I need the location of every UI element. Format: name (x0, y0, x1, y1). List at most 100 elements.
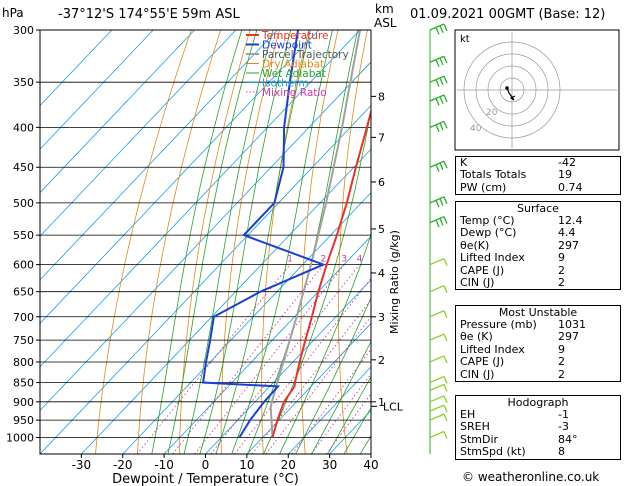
wet-adiabat-line (231, 30, 333, 454)
legend-label: Wet Adiabat (262, 68, 326, 80)
wind-barb (429, 430, 448, 439)
wind-barb-flag (443, 395, 448, 404)
km-tick-label: 6 (378, 176, 385, 189)
mixing-ratio-label: 15 (430, 255, 441, 265)
hodograph-ring-label: 20 (486, 108, 498, 118)
hodograph-unit-label: kt (460, 34, 470, 45)
p-tick-label: 650 (13, 286, 34, 299)
wind-barb (429, 404, 448, 413)
hodograph-storm-marker (505, 86, 509, 90)
station-label: -37°12'S 174°55'E 59m ASL (58, 7, 240, 22)
wind-barb-staff (429, 355, 445, 363)
wind-barb-flag (443, 404, 448, 413)
p-tick-label: 800 (13, 356, 34, 369)
mixing-ratio-line (251, 298, 371, 454)
wind-barb-staff (429, 413, 445, 421)
wind-barb-staff (429, 333, 445, 341)
wind-barb-flag (443, 94, 448, 103)
wet-adiabat-line (279, 233, 371, 454)
mixing-ratio-line (291, 348, 371, 454)
temperature-line (271, 107, 371, 438)
wind-barb-staff (429, 430, 445, 439)
most-unstable-row: CAPE (J) 2 (460, 355, 565, 369)
wind-barb-flag (439, 96, 444, 104)
surface-row: CIN (J) 2 (460, 275, 565, 289)
wind-barb-flag (435, 27, 440, 35)
wind-barb-staff (429, 94, 445, 102)
most-unstable-table: Most Unstable Pressure (mb) 1031 θe (K) 29… (455, 305, 621, 382)
wind-barb-flag (443, 413, 448, 422)
right-unit-top: km (375, 2, 394, 16)
wind-barb-flag (435, 98, 440, 106)
hodograph-title: Hodograph (507, 396, 569, 409)
wind-barb (429, 94, 448, 106)
wind-barb (429, 23, 448, 35)
wind-barb-flag (443, 121, 448, 129)
wind-barb-flag (443, 23, 448, 32)
wet-adiabat-line (263, 109, 371, 454)
index-row-k: K -42 (460, 156, 576, 169)
wind-barb (429, 375, 448, 384)
dry-adiabat-line (300, 30, 339, 454)
index-row-totals: Totals Totals 19 (460, 168, 572, 182)
wet-adiabat-line (183, 30, 274, 454)
mixing-ratio-label: 2 (321, 255, 327, 265)
wind-barb-flag (443, 160, 448, 169)
p-tick-label: 450 (13, 161, 34, 174)
x-tick-label: -10 (154, 458, 174, 472)
dry-adiabat-line (220, 30, 280, 454)
isotherm-line (205, 279, 371, 454)
wind-barb-flag (439, 198, 444, 206)
hodograph-trace (506, 87, 516, 101)
dry-adiabat-line (95, 30, 192, 454)
hodograph-row: SREH -3 (460, 420, 569, 434)
wind-barb (429, 55, 448, 67)
surface-row: CAPE (J) 2 (460, 263, 565, 277)
surface-row: Dewp (°C) 4.4 (460, 226, 576, 240)
wind-barb-staff (429, 395, 445, 403)
p-tick-label: 500 (13, 197, 34, 210)
wind-barb-flag (443, 384, 448, 392)
wet-adiabat-line (295, 297, 371, 454)
wind-barb (429, 75, 448, 87)
x-tick-label: 10 (239, 458, 254, 472)
surface-title: Surface (517, 202, 559, 215)
wind-barb-flag (443, 431, 448, 439)
most-unstable-row: Lifted Index 9 (460, 342, 565, 356)
wind-barb (429, 413, 448, 422)
wind-barb-flag (439, 77, 444, 86)
isotherm-line (40, 30, 237, 237)
axes: 3003504004505005506006507007508008509009… (6, 24, 404, 486)
surface-row: θe(K) 297 (460, 238, 579, 252)
most-unstable-row: CIN (J) 2 (460, 367, 565, 381)
legend-label: Isotherm (262, 78, 309, 90)
mixing-ratio-label: 10 (405, 255, 417, 265)
isotherm-line (40, 30, 278, 281)
wind-barb-staff (429, 196, 445, 204)
mixing-ratio-line (194, 264, 345, 454)
p-tick-label: 750 (13, 334, 34, 347)
wet-adiabat-line (311, 340, 371, 454)
isotherm-line (40, 30, 154, 150)
wind-barb (429, 160, 448, 172)
profiles (201, 30, 371, 439)
km-tick-label: 4 (378, 267, 385, 280)
left-unit-label: hPa (2, 6, 24, 20)
isotherm-line (288, 366, 371, 454)
most-unstable-title: Most Unstable (498, 306, 578, 319)
index-row-pw: PW (cm) 0.74 (460, 180, 583, 194)
lcl-label: LCL (383, 400, 404, 413)
km-tick-label: 5 (378, 223, 385, 236)
p-tick-label: 950 (13, 414, 34, 427)
surface-row: Lifted Index 9 (460, 251, 565, 265)
wind-barb-staff (429, 23, 445, 31)
isotherm-line (122, 192, 371, 454)
wind-barb-flag (439, 218, 444, 226)
right-unit-bottom: ASL (374, 16, 397, 30)
wind-barb-flag (439, 122, 444, 131)
wind-barb (429, 120, 448, 133)
mixing-ratio-label: 1 (287, 255, 293, 265)
credit-label: © weatheronline.co.uk (462, 470, 600, 484)
surface-table: Surface Temp (°C) 12.4 Dewp (°C) 4.4 θe(K)… (455, 201, 621, 291)
